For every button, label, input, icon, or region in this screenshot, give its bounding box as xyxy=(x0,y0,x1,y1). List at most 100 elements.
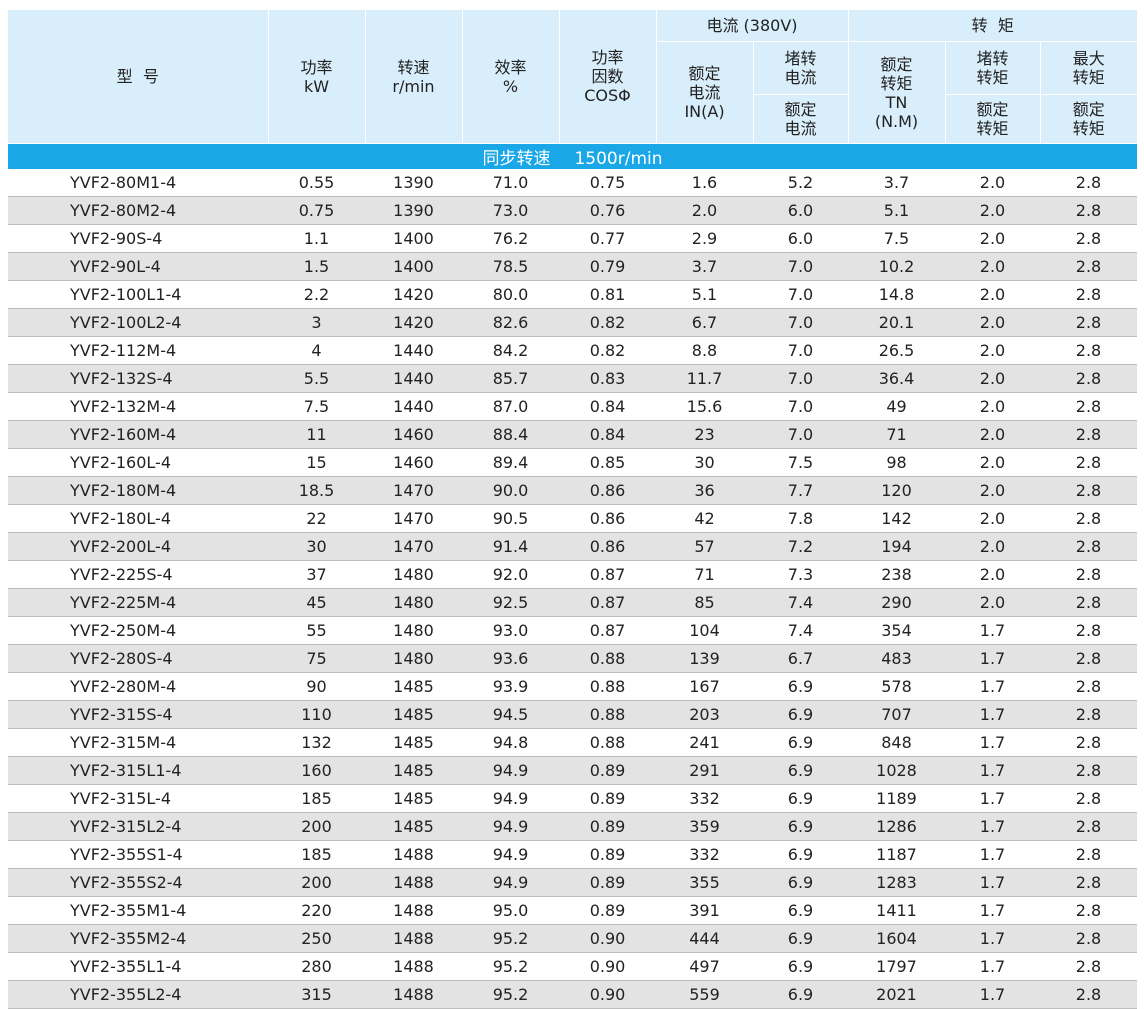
cell-model: YVF2-315L2-4 xyxy=(8,812,268,841)
cell-locked-current-ratio: 7.8 xyxy=(753,504,848,533)
cell-rated-torque: 49 xyxy=(848,392,945,421)
cell-locked-current-ratio: 6.9 xyxy=(753,728,848,757)
cell-rated-current: 30 xyxy=(656,448,753,477)
cell-speed: 1485 xyxy=(365,728,462,757)
cell-locked-current-ratio: 7.0 xyxy=(753,252,848,281)
cell-model: YVF2-160M-4 xyxy=(8,420,268,449)
cell-locked-current-ratio: 6.9 xyxy=(753,868,848,897)
cell-power: 185 xyxy=(268,840,365,869)
cell-power: 3 xyxy=(268,308,365,337)
cell-rated-current: 104 xyxy=(656,616,753,645)
cell-efficiency: 73.0 xyxy=(462,196,559,225)
cell-locked-current-ratio: 7.3 xyxy=(753,560,848,589)
cell-rated-current: 6.7 xyxy=(656,308,753,337)
cell-power: 45 xyxy=(268,588,365,617)
motor-spec-table-container: 型 号 功率 kW 转速 r/min 效率 % 功率 因数 COSΦ 电流 (3… xyxy=(8,10,1138,1009)
cell-locked-current-ratio: 7.2 xyxy=(753,532,848,561)
cell-rated-current: 15.6 xyxy=(656,392,753,421)
cell-power: 280 xyxy=(268,952,365,981)
cell-rated-torque: 1283 xyxy=(848,868,945,897)
cell-efficiency: 94.9 xyxy=(462,812,559,841)
cell-power: 250 xyxy=(268,924,365,953)
cell-model: YVF2-355M1-4 xyxy=(8,896,268,925)
cell-speed: 1485 xyxy=(365,812,462,841)
cell-rated-torque: 194 xyxy=(848,532,945,561)
cell-model: YVF2-160L-4 xyxy=(8,448,268,477)
cell-locked-torque-ratio: 2.0 xyxy=(945,392,1040,421)
cell-locked-torque-ratio: 2.0 xyxy=(945,169,1040,197)
cell-power-factor: 0.81 xyxy=(559,280,656,309)
cell-locked-torque-ratio: 1.7 xyxy=(945,756,1040,785)
cell-efficiency: 92.5 xyxy=(462,588,559,617)
cell-rated-current: 8.8 xyxy=(656,336,753,365)
cell-rated-torque: 26.5 xyxy=(848,336,945,365)
cell-locked-current-ratio: 7.4 xyxy=(753,616,848,645)
cell-model: YVF2-315M-4 xyxy=(8,728,268,757)
table-row: YVF2-160M-4 11 1460 88.4 0.84 23 7.0 71 2.0 2.8 xyxy=(8,420,1138,449)
cell-power: 160 xyxy=(268,756,365,785)
cell-efficiency: 93.6 xyxy=(462,644,559,673)
header-rated-torque: 额定 转矩 TN (N.M) xyxy=(848,41,946,144)
cell-max-torque-ratio: 2.8 xyxy=(1040,224,1138,253)
cell-speed: 1485 xyxy=(365,700,462,729)
cell-rated-current: 36 xyxy=(656,476,753,505)
cell-model: YVF2-280S-4 xyxy=(8,644,268,673)
table-row: YVF2-180L-4 22 1470 90.5 0.86 42 7.8 142 2.0 2.8 xyxy=(8,504,1138,533)
cell-efficiency: 80.0 xyxy=(462,280,559,309)
cell-speed: 1485 xyxy=(365,784,462,813)
cell-max-torque-ratio: 2.8 xyxy=(1040,896,1138,925)
cell-power-factor: 0.77 xyxy=(559,224,656,253)
cell-rated-current: 2.9 xyxy=(656,224,753,253)
cell-power-factor: 0.89 xyxy=(559,756,656,785)
cell-rated-torque: 1187 xyxy=(848,840,945,869)
cell-locked-torque-ratio: 1.7 xyxy=(945,728,1040,757)
cell-locked-torque-ratio: 2.0 xyxy=(945,420,1040,449)
cell-max-torque-ratio: 2.8 xyxy=(1040,504,1138,533)
cell-power-factor: 0.87 xyxy=(559,588,656,617)
cell-locked-torque-ratio: 1.7 xyxy=(945,700,1040,729)
section-label: 同步转速 xyxy=(482,149,551,169)
cell-locked-current-ratio: 6.9 xyxy=(753,924,848,953)
table-header: 型 号 功率 kW 转速 r/min 效率 % 功率 因数 COSΦ 电流 (3… xyxy=(8,10,1138,144)
cell-efficiency: 84.2 xyxy=(462,336,559,365)
cell-locked-torque-ratio: 1.7 xyxy=(945,812,1040,841)
cell-efficiency: 89.4 xyxy=(462,448,559,477)
cell-max-torque-ratio: 2.8 xyxy=(1040,364,1138,393)
cell-power-factor: 0.89 xyxy=(559,868,656,897)
cell-speed: 1470 xyxy=(365,532,462,561)
cell-rated-torque: 1604 xyxy=(848,924,945,953)
cell-rated-current: 203 xyxy=(656,700,753,729)
cell-rated-current: 359 xyxy=(656,812,753,841)
cell-locked-current-ratio: 6.9 xyxy=(753,672,848,701)
cell-locked-current-ratio: 7.7 xyxy=(753,476,848,505)
cell-power: 0.75 xyxy=(268,196,365,225)
cell-locked-current-ratio: 6.9 xyxy=(753,896,848,925)
cell-rated-current: 11.7 xyxy=(656,364,753,393)
cell-speed: 1480 xyxy=(365,588,462,617)
cell-power: 220 xyxy=(268,896,365,925)
cell-speed: 1470 xyxy=(365,476,462,505)
cell-model: YVF2-250M-4 xyxy=(8,616,268,645)
table-row: YVF2-355M2-4 250 1488 95.2 0.90 444 6.9 1604 1.7… xyxy=(8,924,1138,953)
cell-rated-torque: 10.2 xyxy=(848,252,945,281)
cell-locked-current-ratio: 7.5 xyxy=(753,448,848,477)
cell-rated-torque: 848 xyxy=(848,728,945,757)
cell-efficiency: 92.0 xyxy=(462,560,559,589)
cell-rated-current: 355 xyxy=(656,868,753,897)
cell-power: 37 xyxy=(268,560,365,589)
cell-speed: 1390 xyxy=(365,196,462,225)
table-row: YVF2-315M-4 132 1485 94.8 0.88 241 6.9 848 1.7 2.… xyxy=(8,728,1138,757)
cell-speed: 1460 xyxy=(365,420,462,449)
cell-locked-current-ratio: 5.2 xyxy=(753,169,848,197)
cell-model: YVF2-315L-4 xyxy=(8,784,268,813)
cell-speed: 1480 xyxy=(365,616,462,645)
cell-efficiency: 94.9 xyxy=(462,756,559,785)
cell-locked-current-ratio: 6.9 xyxy=(753,840,848,869)
cell-rated-current: 167 xyxy=(656,672,753,701)
cell-model: YVF2-200L-4 xyxy=(8,532,268,561)
cell-model: YVF2-132S-4 xyxy=(8,364,268,393)
cell-power: 18.5 xyxy=(268,476,365,505)
cell-locked-torque-ratio: 2.0 xyxy=(945,196,1040,225)
cell-model: YVF2-180M-4 xyxy=(8,476,268,505)
header-torque-group: 转 矩 xyxy=(848,10,1138,42)
